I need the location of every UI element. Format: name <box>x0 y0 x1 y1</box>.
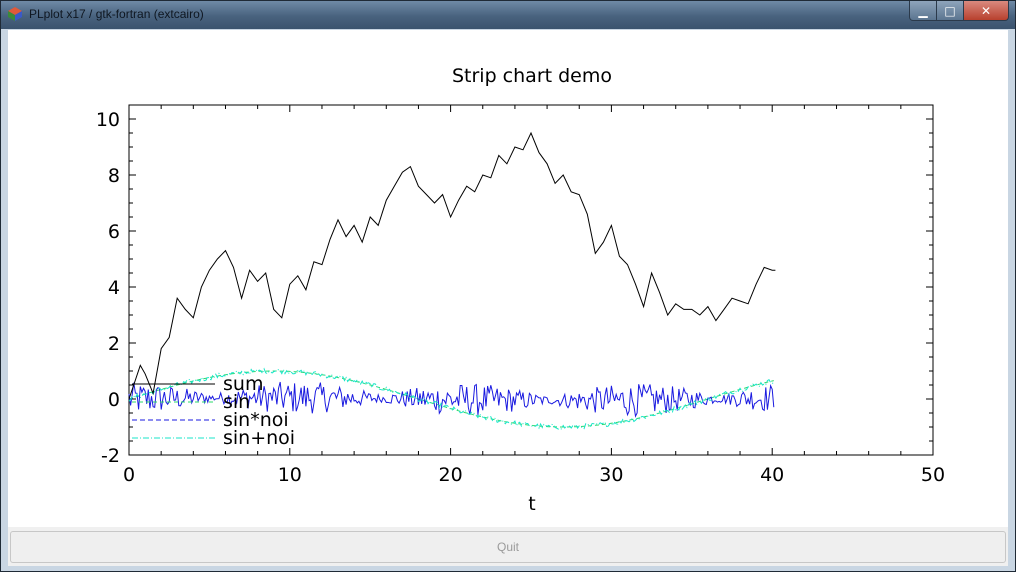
chart-title: Strip chart demo <box>452 65 612 87</box>
maximize-icon: □ <box>944 3 956 18</box>
legend-label: sum <box>223 373 263 395</box>
quit-button[interactable]: Quit <box>10 531 1006 563</box>
y-tick-label: 8 <box>108 165 120 187</box>
y-tick-label: 6 <box>108 221 120 243</box>
plot-frame <box>128 104 934 456</box>
x-tick-label: 10 <box>278 464 302 486</box>
close-icon: ✕ <box>980 3 992 18</box>
client-area: Strip chart demo 0 10 20 30 40 50 -2 0 2 4 6 8 10 sum… <box>8 30 1008 566</box>
window-title: PLplot x17 / gtk-fortran (extcairo) <box>29 7 204 21</box>
series-line-sin-noi-product <box>128 381 775 418</box>
x-tick-label: 0 <box>123 464 135 486</box>
y-tick-label: -2 <box>101 445 120 467</box>
series-line-sin-noi-sum <box>128 367 774 430</box>
x-tick-label: 20 <box>439 464 463 486</box>
legend-label: sin+noi <box>223 427 295 449</box>
x-axis-label: t <box>528 493 535 515</box>
plot-canvas: Strip chart demo 0 10 20 30 40 50 -2 0 2 4 6 8 10 sum… <box>8 30 1008 527</box>
y-tick-label: 2 <box>108 333 120 355</box>
y-tick-label: 4 <box>108 277 120 299</box>
x-tick-label: 40 <box>760 464 784 486</box>
legend-label: sin*noi <box>223 409 289 431</box>
plplot-app-icon <box>8 7 22 21</box>
legend-label: sin <box>223 391 250 413</box>
y-tick-label: 10 <box>96 109 120 131</box>
maximize-button[interactable]: □ <box>937 1 964 21</box>
minimize-button[interactable]: ▁ <box>909 1 937 21</box>
x-tick-label: 50 <box>921 464 945 486</box>
close-button[interactable]: ✕ <box>964 1 1009 21</box>
title-bar[interactable]: PLplot x17 / gtk-fortran (extcairo) ▁ □ … <box>1 1 1015 29</box>
y-tick-label: 0 <box>108 389 120 411</box>
series-line-sum <box>128 131 776 400</box>
minimize-icon: ▁ <box>918 3 928 18</box>
strip-chart: Strip chart demo 0 10 20 30 40 50-20246810sum… <box>96 65 945 515</box>
window-controls: ▁ □ ✕ <box>909 1 1009 21</box>
x-tick-label: 30 <box>599 464 623 486</box>
